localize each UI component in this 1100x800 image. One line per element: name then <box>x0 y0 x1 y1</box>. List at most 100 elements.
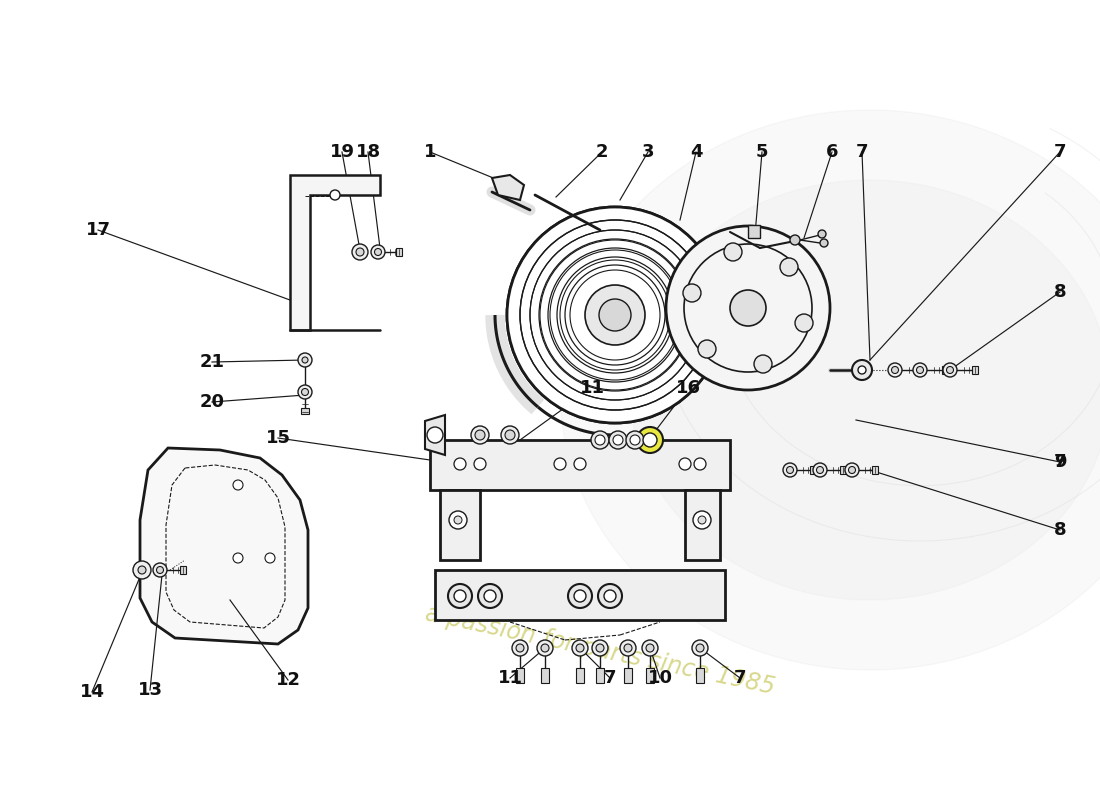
Text: 9: 9 <box>1054 453 1066 471</box>
Circle shape <box>153 563 167 577</box>
Circle shape <box>454 458 466 470</box>
Circle shape <box>233 553 243 563</box>
Text: 10: 10 <box>648 669 672 687</box>
Circle shape <box>630 435 640 445</box>
Circle shape <box>537 640 553 656</box>
Circle shape <box>724 243 743 261</box>
Text: 16: 16 <box>675 379 701 397</box>
Polygon shape <box>516 668 524 683</box>
Circle shape <box>604 590 616 602</box>
Text: 6: 6 <box>826 143 838 161</box>
Circle shape <box>474 458 486 470</box>
Text: 7: 7 <box>856 143 868 161</box>
Circle shape <box>698 516 706 524</box>
Circle shape <box>374 249 382 255</box>
Polygon shape <box>942 366 948 374</box>
Polygon shape <box>440 490 480 560</box>
Circle shape <box>795 314 813 332</box>
Circle shape <box>600 299 631 331</box>
Polygon shape <box>646 668 654 683</box>
Text: 7: 7 <box>1054 453 1066 471</box>
Text: 15: 15 <box>265 429 290 447</box>
Circle shape <box>696 644 704 652</box>
Circle shape <box>816 466 824 474</box>
Text: 21: 21 <box>199 353 224 371</box>
Text: 4: 4 <box>690 143 702 161</box>
Polygon shape <box>748 225 760 238</box>
Circle shape <box>679 458 691 470</box>
Polygon shape <box>301 408 309 414</box>
Circle shape <box>507 207 723 423</box>
Circle shape <box>574 458 586 470</box>
Circle shape <box>852 360 872 380</box>
Polygon shape <box>972 366 978 374</box>
Circle shape <box>620 640 636 656</box>
Circle shape <box>730 290 766 326</box>
Circle shape <box>683 284 701 302</box>
Text: 20: 20 <box>199 393 224 411</box>
Text: 17: 17 <box>86 221 110 239</box>
Circle shape <box>371 245 385 259</box>
Circle shape <box>790 235 800 245</box>
Text: 7: 7 <box>734 669 746 687</box>
Circle shape <box>888 363 902 377</box>
Circle shape <box>592 640 608 656</box>
Circle shape <box>644 433 657 447</box>
Polygon shape <box>492 175 524 200</box>
Circle shape <box>916 366 924 374</box>
Circle shape <box>642 640 658 656</box>
Circle shape <box>891 366 899 374</box>
Text: 8: 8 <box>1054 283 1066 301</box>
Circle shape <box>427 427 443 443</box>
Circle shape <box>913 363 927 377</box>
Polygon shape <box>917 366 923 374</box>
Ellipse shape <box>630 180 1100 600</box>
Circle shape <box>783 463 798 477</box>
Circle shape <box>609 431 627 449</box>
Polygon shape <box>434 570 725 620</box>
Circle shape <box>637 427 663 453</box>
Ellipse shape <box>560 110 1100 670</box>
Circle shape <box>554 458 566 470</box>
Circle shape <box>478 584 502 608</box>
Text: 18: 18 <box>355 143 381 161</box>
Polygon shape <box>596 668 604 683</box>
Text: 7: 7 <box>604 669 616 687</box>
Circle shape <box>352 244 368 260</box>
Circle shape <box>133 561 151 579</box>
Text: 1: 1 <box>424 143 437 161</box>
Text: 19: 19 <box>330 143 354 161</box>
Text: 11: 11 <box>580 379 605 397</box>
Circle shape <box>698 340 716 358</box>
Text: 12: 12 <box>275 671 300 689</box>
Circle shape <box>330 190 340 200</box>
Circle shape <box>302 357 308 363</box>
Circle shape <box>595 435 605 445</box>
Text: 7: 7 <box>1054 143 1066 161</box>
Circle shape <box>505 430 515 440</box>
Circle shape <box>818 230 826 238</box>
Circle shape <box>624 644 632 652</box>
Polygon shape <box>685 490 720 560</box>
Text: 5: 5 <box>756 143 768 161</box>
Circle shape <box>820 239 828 247</box>
Circle shape <box>356 248 364 256</box>
Circle shape <box>574 590 586 602</box>
Circle shape <box>780 258 798 276</box>
Circle shape <box>156 566 164 574</box>
Circle shape <box>946 366 954 374</box>
Circle shape <box>694 458 706 470</box>
Polygon shape <box>615 240 748 380</box>
Circle shape <box>845 463 859 477</box>
Circle shape <box>138 566 146 574</box>
Circle shape <box>298 385 312 399</box>
Polygon shape <box>541 668 549 683</box>
Circle shape <box>613 435 623 445</box>
Circle shape <box>507 207 723 423</box>
Polygon shape <box>396 248 402 256</box>
Text: 11: 11 <box>497 669 522 687</box>
Circle shape <box>454 590 466 602</box>
Polygon shape <box>290 175 380 330</box>
Circle shape <box>471 426 490 444</box>
Polygon shape <box>425 415 446 455</box>
